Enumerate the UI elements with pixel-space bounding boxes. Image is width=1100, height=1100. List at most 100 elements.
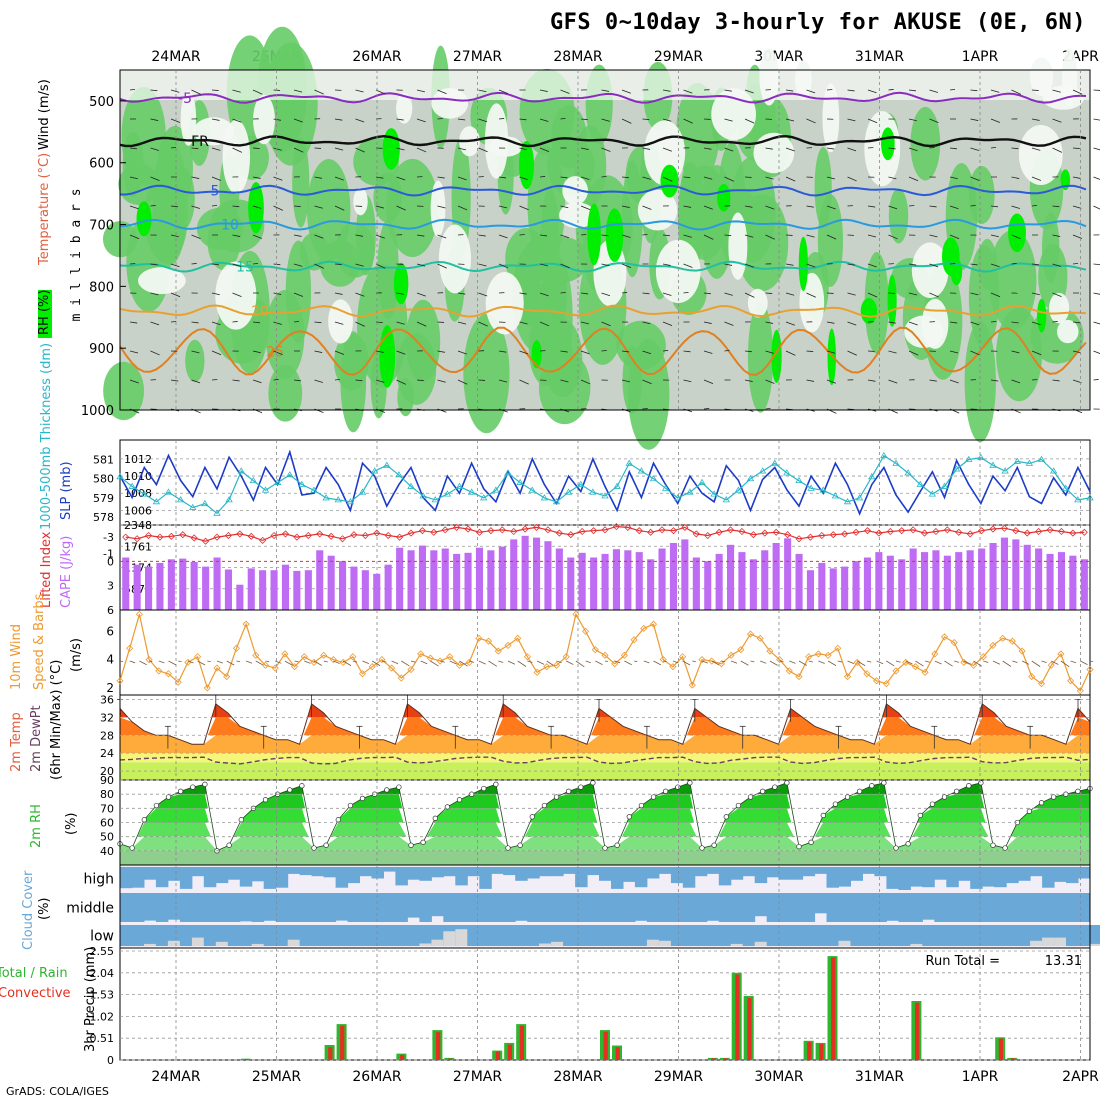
li-point xyxy=(578,527,586,536)
cape-bar xyxy=(487,550,495,610)
wind10-barb xyxy=(294,660,299,663)
date-bottom-label: 2APR xyxy=(1062,1069,1099,1085)
cloud-high-cell xyxy=(551,867,564,877)
wind-barb xyxy=(929,234,938,238)
wind-barb xyxy=(580,379,591,385)
wind10-point xyxy=(562,653,570,661)
rh-dry-blob xyxy=(193,117,235,146)
cloud-low-base xyxy=(934,925,947,946)
cloud-low-base xyxy=(670,925,684,946)
wind-barb xyxy=(519,118,527,121)
wind-barb xyxy=(437,263,447,269)
li-point xyxy=(704,531,712,540)
cape-bar xyxy=(601,553,609,610)
rh-point xyxy=(578,784,584,790)
wind-barb xyxy=(703,205,713,210)
wind10-point xyxy=(795,673,803,681)
wind10-barb xyxy=(536,660,545,665)
cloud-high-cell xyxy=(742,867,756,877)
wind-barb xyxy=(662,89,671,92)
cloud-middle-cell xyxy=(191,893,205,922)
precip-tick-label: 2.55 xyxy=(90,945,115,958)
cape-bar xyxy=(852,561,860,610)
thickness-point xyxy=(795,476,803,484)
wind10-point xyxy=(1028,673,1036,681)
cloud-middle-cell xyxy=(155,893,169,922)
wind10-unit: (m/s) xyxy=(69,638,84,672)
wind10-point xyxy=(727,651,735,659)
rh-moist-blob xyxy=(910,106,941,181)
wind10-panel: 2 4 6 xyxy=(106,609,1094,696)
wind-barb xyxy=(580,118,588,121)
rh-saturated-blob xyxy=(1037,298,1047,333)
rh-dry-blob xyxy=(921,298,949,349)
thickness-point xyxy=(674,494,682,501)
rh-point xyxy=(226,842,232,848)
cape-bar xyxy=(635,552,643,610)
rh-saturated-blob xyxy=(587,203,601,266)
wind-barb xyxy=(293,234,302,237)
thickness-point xyxy=(383,461,391,468)
wind10-barb xyxy=(255,660,264,666)
wind-barb xyxy=(744,234,754,238)
cape-bar xyxy=(1000,537,1008,610)
li-point xyxy=(407,529,415,537)
precip-conv-bar xyxy=(711,1058,716,1060)
wind-barb xyxy=(601,118,610,122)
temp-band xyxy=(120,753,1090,763)
wind10-point xyxy=(378,656,386,664)
wind10-barb xyxy=(818,660,825,664)
wind10-point xyxy=(1047,661,1055,669)
wind10-barb xyxy=(236,660,241,663)
cloud-low-cell xyxy=(754,941,768,946)
wind-barb xyxy=(293,89,303,93)
wind-barb xyxy=(867,118,878,124)
wind-barb xyxy=(457,118,466,121)
wind-barb xyxy=(375,234,385,239)
rh-dry-blob xyxy=(1048,292,1070,324)
cloud-high-cell xyxy=(120,867,133,889)
precip-conv-bar xyxy=(998,1038,1003,1060)
cloud-low-base xyxy=(706,925,720,946)
rh-point xyxy=(796,843,802,850)
pressure-tick-label: 900 xyxy=(89,342,114,357)
cloud-middle-cell xyxy=(611,893,624,922)
cloud-middle-cell xyxy=(790,893,804,922)
cape-bar xyxy=(213,557,221,610)
cloud-low-base xyxy=(658,925,672,946)
rh-dry-blob xyxy=(430,180,446,237)
wind10-barb xyxy=(381,660,387,663)
pressure-tick-label: 1000 xyxy=(81,404,114,419)
wind-barb xyxy=(211,204,218,207)
temp-minmax-label: (6hr Min/Max) (°C) xyxy=(49,660,64,780)
cape-bar xyxy=(441,548,449,610)
cloud-low-base xyxy=(539,925,552,946)
temp-tick-label: 20 xyxy=(100,765,114,778)
cloud-high-cell xyxy=(718,867,732,886)
cloud-middle-cell xyxy=(862,893,875,922)
wind-barb xyxy=(396,292,405,295)
cape-bar xyxy=(327,555,335,610)
wind-barb xyxy=(847,408,855,410)
wind-barb xyxy=(662,176,673,182)
rh-moist-blob xyxy=(463,314,510,434)
cloud-low-base xyxy=(910,925,923,946)
wind-barb xyxy=(539,89,548,92)
wind-barb xyxy=(129,234,140,240)
wind10-point xyxy=(155,667,163,675)
cloud-high-cell xyxy=(179,867,193,889)
temp-tick-label: 32 xyxy=(100,711,114,724)
rh-tick-label: 60 xyxy=(100,817,114,830)
cloud-middle-cell xyxy=(910,893,923,922)
cloud-low-base xyxy=(227,925,241,946)
cape-bar xyxy=(521,535,529,610)
wind-barb xyxy=(683,89,693,94)
cloud-middle-cell xyxy=(144,893,157,921)
rh-dry-blob xyxy=(799,272,825,333)
rh-point xyxy=(723,814,729,820)
cloud-low-base xyxy=(982,925,995,946)
wind-barb xyxy=(867,379,876,382)
wind-barb xyxy=(683,263,693,268)
wind-barb xyxy=(847,292,856,296)
cloud-middle-cell xyxy=(431,893,444,917)
